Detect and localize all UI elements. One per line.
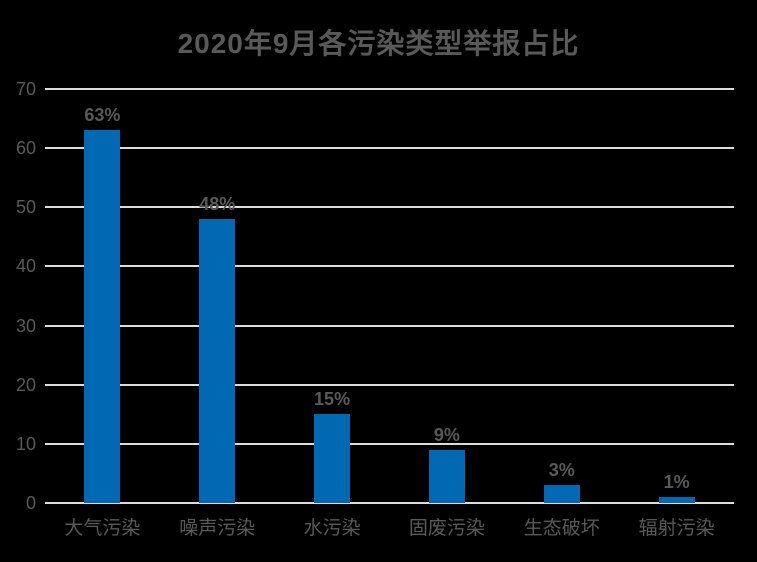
bar	[428, 449, 465, 503]
y-axis-tick-label: 30	[15, 315, 36, 336]
bar	[543, 485, 580, 503]
y-axis-tick-label: 40	[15, 256, 36, 277]
bar-value-label: 9%	[433, 424, 460, 445]
x-axis-label: 大气污染	[64, 518, 141, 539]
bar	[84, 130, 121, 503]
gridline	[45, 147, 734, 150]
bar-value-label: 1%	[663, 472, 690, 493]
bar	[199, 219, 236, 503]
bar	[314, 414, 351, 503]
x-axis-label: 固废污染	[408, 518, 485, 539]
x-axis-label: 噪声污染	[179, 518, 256, 539]
gridline	[45, 206, 734, 209]
y-axis-tick-label: 50	[15, 197, 36, 218]
x-axis-label: 水污染	[303, 518, 361, 539]
chart-title: 2020年9月各污染类型举报占比	[177, 28, 580, 59]
y-axis-tick-label: 20	[15, 374, 36, 395]
gridline	[45, 265, 734, 268]
bar-value-label: 15%	[314, 389, 351, 410]
y-axis-tick-label: 0	[25, 493, 36, 513]
x-axis-label: 辐射污染	[638, 518, 715, 539]
bar	[658, 497, 695, 503]
gridline	[45, 324, 734, 327]
gridline	[45, 442, 734, 445]
y-axis-tick-label: 70	[15, 79, 36, 99]
gridline	[45, 88, 734, 90]
gridline	[45, 502, 734, 504]
y-axis-tick-label: 60	[15, 138, 36, 159]
y-axis-tick-label: 10	[15, 433, 36, 454]
bar-value-label: 3%	[548, 460, 575, 481]
gridline	[45, 383, 734, 386]
x-axis-label: 生态破坏	[523, 518, 600, 539]
bar-value-label: 63%	[84, 105, 121, 126]
bar-value-label: 48%	[199, 194, 236, 215]
